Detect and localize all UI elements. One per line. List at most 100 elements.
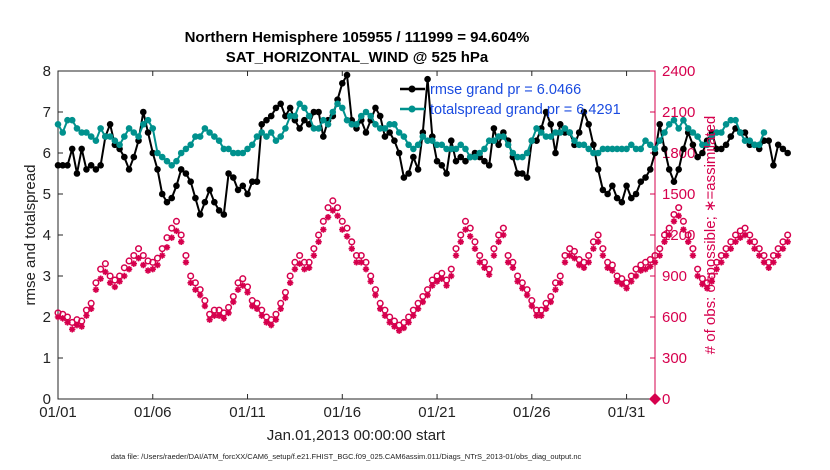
data-point-totalspread: [192, 133, 199, 140]
data-point-rmse: [433, 157, 441, 165]
data-point-assimilated: [604, 264, 611, 271]
data-point-possible: [92, 279, 100, 287]
data-point-rmse: [177, 166, 185, 173]
data-point-rmse: [362, 129, 370, 136]
data-point-possible: [106, 272, 114, 280]
data-point-totalspread: [509, 149, 517, 157]
data-point-rmse: [637, 178, 645, 185]
y-right-tick-label: 1500: [662, 186, 695, 203]
data-point-assimilated: [92, 286, 100, 293]
data-point-rmse: [585, 121, 592, 128]
data-point-rmse: [632, 190, 640, 198]
data-point-assimilated: [182, 259, 190, 266]
data-point-possible: [324, 204, 332, 212]
data-point-totalspread: [301, 104, 308, 112]
data-point-totalspread: [433, 141, 441, 149]
data-point-assimilated: [121, 272, 128, 280]
data-point-assimilated: [613, 278, 621, 285]
data-point-assimilated: [286, 279, 294, 287]
data-point-totalspread: [206, 129, 213, 136]
data-point-assimilated: [552, 286, 559, 293]
data-point-totalspread: [97, 125, 104, 132]
y-left-tick-label: 7: [43, 104, 51, 121]
data-point-totalspread: [547, 133, 555, 140]
data-point-totalspread: [263, 133, 270, 140]
data-point-totalspread: [121, 133, 128, 140]
data-point-totalspread: [92, 137, 100, 144]
data-point-totalspread: [727, 116, 735, 124]
data-point-assimilated: [102, 268, 109, 276]
data-point-totalspread: [618, 145, 626, 153]
data-point-totalspread: [83, 129, 90, 136]
data-point-rmse: [258, 121, 266, 128]
data-point-totalspread: [675, 125, 682, 132]
data-point-totalspread: [755, 141, 763, 149]
data-point-possible: [153, 254, 162, 262]
data-point-assimilated: [329, 207, 337, 214]
data-point-rmse: [642, 174, 649, 181]
x-tick-label: 01/11: [229, 404, 265, 421]
data-point-totalspread: [125, 125, 133, 132]
y-axis-left: 0 1 2 3 4 5 6 7 8: [43, 63, 63, 408]
data-point-totalspread: [144, 116, 152, 124]
data-point-totalspread: [291, 112, 299, 120]
data-point-possible: [234, 279, 242, 287]
data-point-rmse: [770, 162, 777, 169]
data-point-totalspread: [632, 145, 640, 153]
data-point-assimilated: [296, 260, 303, 267]
data-point-rmse: [97, 162, 104, 169]
data-point-rmse: [447, 137, 455, 144]
data-point-assimilated: [538, 312, 545, 319]
data-point-rmse: [689, 141, 697, 149]
data-point-totalspread: [528, 137, 536, 144]
data-point-assimilated: [187, 279, 194, 287]
y-left-tick-label: 4: [43, 227, 51, 244]
data-point-assimilated: [651, 259, 659, 266]
data-point-possible: [134, 245, 143, 253]
data-point-totalspread: [163, 157, 171, 165]
data-point-rmse: [519, 170, 526, 177]
data-point-rmse: [78, 145, 85, 153]
data-point-rmse: [599, 186, 607, 194]
data-point-assimilated: [457, 238, 464, 246]
y-left-tick-label: 1: [43, 350, 51, 367]
data-point-totalspread: [537, 129, 545, 136]
data-point-totalspread: [353, 121, 360, 128]
data-point-rmse: [68, 145, 76, 153]
data-point-possible: [585, 251, 593, 260]
y-right-tick-label: 1800: [662, 145, 695, 162]
data-point-rmse: [192, 194, 199, 202]
data-point-assimilated: [632, 272, 640, 280]
data-point-totalspread: [106, 133, 114, 140]
data-point-assimilated: [301, 265, 308, 273]
data-point-rmse: [248, 178, 256, 185]
data-point-assimilated: [684, 238, 692, 246]
data-point-assimilated: [566, 252, 573, 259]
data-point-assimilated: [448, 272, 455, 280]
data-point-possible: [352, 251, 361, 260]
data-point-assimilated: [253, 305, 261, 312]
data-point-rmse: [139, 108, 147, 116]
data-point-totalspread: [305, 112, 313, 120]
data-point-assimilated: [594, 238, 602, 246]
data-point-rmse: [263, 116, 270, 124]
data-point-rmse: [680, 145, 687, 153]
data-point-totalspread: [466, 153, 474, 161]
chart-title-line1: Northern Hemisphere 105955 / 111999 = 94…: [185, 29, 530, 46]
data-point-totalspread: [462, 145, 469, 153]
data-point-assimilated: [140, 261, 147, 269]
data-point-assimilated: [575, 261, 583, 269]
data-point-totalspread: [329, 108, 337, 116]
data-point-assimilated: [324, 214, 332, 221]
data-point-assimilated: [694, 272, 701, 280]
data-point-assimilated: [429, 282, 436, 289]
data-point-possible: [452, 245, 460, 253]
data-point-totalspread: [59, 129, 67, 136]
data-point-rmse: [286, 104, 294, 112]
data-point-assimilated: [372, 291, 379, 299]
data-point-rmse: [244, 190, 251, 198]
data-point-rmse: [618, 198, 626, 206]
data-point-assimilated: [59, 315, 66, 322]
data-point-rmse: [438, 162, 446, 169]
data-point-rmse: [523, 174, 531, 181]
